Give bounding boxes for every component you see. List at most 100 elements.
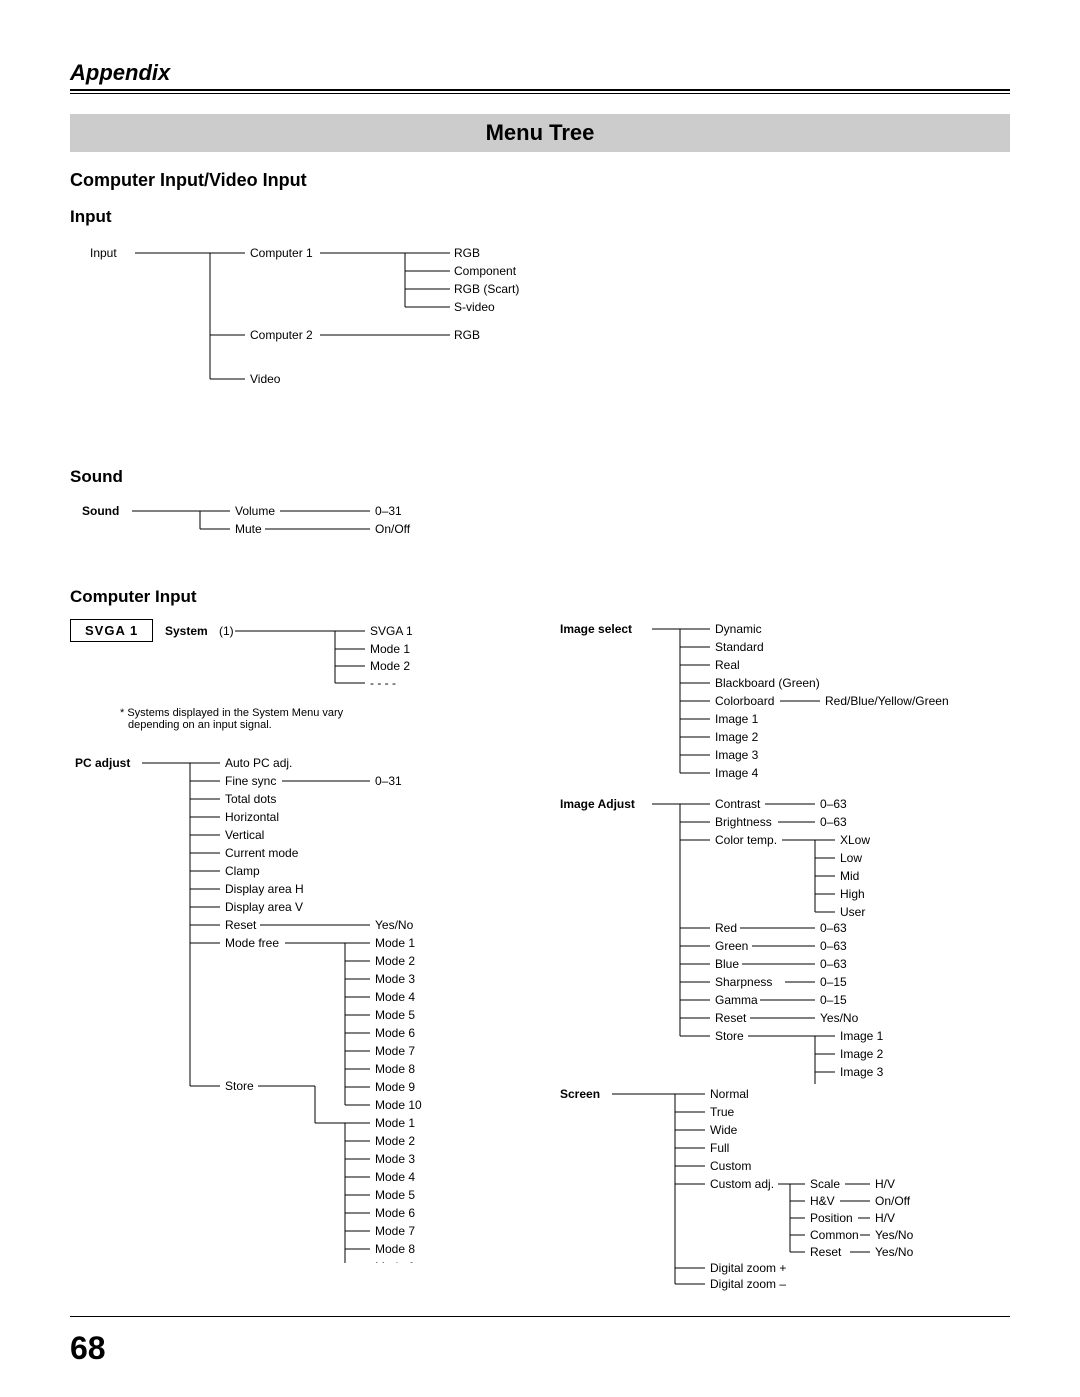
input-tree: Input Computer 1 RGB Component RGB (Scar… bbox=[70, 239, 1010, 409]
imgsel-5: Image 1 bbox=[715, 712, 759, 726]
pc-store-0: Mode 1 bbox=[375, 1116, 415, 1130]
pc-free-5: Mode 6 bbox=[375, 1026, 415, 1040]
imgadj-green-val: 0–63 bbox=[820, 939, 847, 953]
cadj-reset: Reset bbox=[810, 1245, 842, 1259]
pc-store-1: Mode 2 bbox=[375, 1134, 415, 1148]
imgsel-2: Real bbox=[715, 658, 740, 672]
input-computer1: Computer 1 bbox=[250, 246, 313, 260]
pc-adjust-root: PC adjust bbox=[75, 756, 130, 770]
input-rgb: RGB bbox=[454, 246, 480, 260]
pc-item-11: Store bbox=[225, 1079, 254, 1093]
image-adjust-tree: Image Adjust Contrast 0–63 Brightness 0–… bbox=[560, 794, 1010, 1084]
imgadj-contrast-val: 0–63 bbox=[820, 797, 847, 811]
menu-tree-banner: Menu Tree bbox=[70, 114, 1010, 152]
imgstore-0: Image 1 bbox=[840, 1029, 884, 1043]
scr-3: Full bbox=[710, 1141, 729, 1155]
scr-6: Digital zoom + bbox=[710, 1261, 786, 1275]
sound-mute-val: On/Off bbox=[375, 522, 411, 536]
system-svga1: SVGA 1 bbox=[370, 624, 413, 638]
imgadj-5: Blue bbox=[715, 957, 739, 971]
input-rgb2: RGB bbox=[454, 328, 480, 342]
scr-0: Normal bbox=[710, 1087, 749, 1101]
imgstore-1: Image 2 bbox=[840, 1047, 884, 1061]
imgsel-1: Standard bbox=[715, 640, 764, 654]
imgadj-0: Contrast bbox=[715, 797, 761, 811]
sound-volume-range: 0–31 bbox=[375, 504, 402, 518]
cadj-common: Common bbox=[810, 1228, 859, 1242]
screen-tree: Screen Normal True Wide Full Custom Cust… bbox=[560, 1084, 1010, 1294]
sound-volume: Volume bbox=[235, 504, 275, 518]
pc-free-7: Mode 8 bbox=[375, 1062, 415, 1076]
pc-store-5: Mode 6 bbox=[375, 1206, 415, 1220]
page-number: 68 bbox=[70, 1330, 106, 1367]
imgadj-2: Color temp. bbox=[715, 833, 777, 847]
scr-7: Digital zoom – bbox=[710, 1277, 786, 1291]
cadj-hv-val: On/Off bbox=[875, 1194, 911, 1208]
system-label-note: (1) bbox=[219, 624, 234, 638]
imgadj-1: Brightness bbox=[715, 815, 772, 829]
screen-root: Screen bbox=[560, 1087, 600, 1101]
imgadj-7: Gamma bbox=[715, 993, 758, 1007]
pc-finesync-val: 0–31 bbox=[375, 774, 402, 788]
imgadj-sharp-val: 0–15 bbox=[820, 975, 847, 989]
colortemp-0: XLow bbox=[840, 833, 870, 847]
imgsel-0: Dynamic bbox=[715, 622, 762, 636]
pc-item-0: Auto PC adj. bbox=[225, 756, 292, 770]
pc-free-6: Mode 7 bbox=[375, 1044, 415, 1058]
pc-free-9: Mode 10 bbox=[375, 1098, 422, 1112]
imgadj-gamma-val: 0–15 bbox=[820, 993, 847, 1007]
pc-item-1: Fine sync bbox=[225, 774, 276, 788]
imgadj-reset-val: Yes/No bbox=[820, 1011, 859, 1025]
pc-store-7: Mode 8 bbox=[375, 1242, 415, 1256]
pc-adjust-tree: PC adjust Auto PC adj. Fine sync 0–31 To… bbox=[70, 753, 550, 1263]
imgsel-4: Colorboard bbox=[715, 694, 774, 708]
colortemp-3: High bbox=[840, 887, 865, 901]
pc-free-2: Mode 3 bbox=[375, 972, 415, 986]
heading-input: Input bbox=[70, 207, 1010, 227]
pc-store-4: Mode 5 bbox=[375, 1188, 415, 1202]
imgadj-6: Sharpness bbox=[715, 975, 772, 989]
imgadj-3: Red bbox=[715, 921, 737, 935]
imgadj-4: Green bbox=[715, 939, 748, 953]
pc-free-4: Mode 5 bbox=[375, 1008, 415, 1022]
heading-sound: Sound bbox=[70, 467, 1010, 487]
appendix-header: Appendix bbox=[70, 60, 1010, 91]
imgsel-6: Image 2 bbox=[715, 730, 759, 744]
header-underline bbox=[70, 93, 1010, 94]
input-root: Input bbox=[90, 246, 117, 260]
imgadj-8: Reset bbox=[715, 1011, 747, 1025]
system-note-2: depending on an input signal. bbox=[128, 719, 550, 731]
input-video: Video bbox=[250, 372, 281, 386]
system-mode2: Mode 2 bbox=[370, 659, 410, 673]
cadj-position: Position bbox=[810, 1211, 853, 1225]
pc-store-8: Mode 9 bbox=[375, 1260, 415, 1263]
imgadj-blue-val: 0–63 bbox=[820, 957, 847, 971]
heading-computer-input: Computer Input bbox=[70, 587, 1010, 607]
imgsel-3: Blackboard (Green) bbox=[715, 676, 820, 690]
imgadj-9: Store bbox=[715, 1029, 744, 1043]
colortemp-4: User bbox=[840, 905, 865, 919]
pc-store-3: Mode 4 bbox=[375, 1170, 415, 1184]
image-adjust-root: Image Adjust bbox=[560, 797, 635, 811]
system-dashes: - - - - bbox=[370, 676, 396, 690]
pc-item-9: Reset bbox=[225, 918, 257, 932]
input-computer2: Computer 2 bbox=[250, 328, 313, 342]
pc-item-8: Display area V bbox=[225, 900, 303, 914]
colortemp-1: Low bbox=[840, 851, 862, 865]
scr-2: Wide bbox=[710, 1123, 738, 1137]
cadj-scale-val: H/V bbox=[875, 1177, 895, 1191]
bottom-rule bbox=[70, 1316, 1010, 1317]
pc-free-1: Mode 2 bbox=[375, 954, 415, 968]
pc-item-2: Total dots bbox=[225, 792, 276, 806]
cadj-scale: Scale bbox=[810, 1177, 840, 1191]
imgadj-brightness-val: 0–63 bbox=[820, 815, 847, 829]
scr-5: Custom adj. bbox=[710, 1177, 774, 1191]
pc-item-7: Display area H bbox=[225, 882, 304, 896]
imgstore-3: Image 4 bbox=[840, 1083, 884, 1084]
input-rgb-scart: RGB (Scart) bbox=[454, 282, 519, 296]
pc-item-3: Horizontal bbox=[225, 810, 279, 824]
pc-item-10: Mode free bbox=[225, 936, 279, 950]
cadj-reset-val: Yes/No bbox=[875, 1245, 914, 1259]
cadj-position-val: H/V bbox=[875, 1211, 895, 1225]
pc-item-6: Clamp bbox=[225, 864, 260, 878]
